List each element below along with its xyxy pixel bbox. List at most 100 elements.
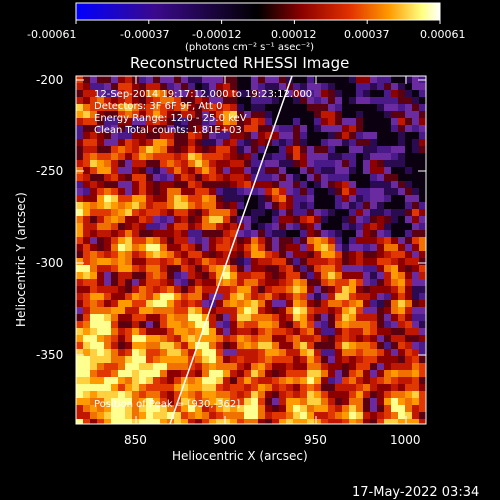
heatmap-cell (370, 258, 377, 265)
heatmap-cell (342, 132, 349, 139)
heatmap-cell (202, 314, 209, 321)
heatmap-cell (174, 160, 181, 167)
heatmap-cell (216, 132, 223, 139)
heatmap-cell (244, 237, 251, 244)
heatmap-cell (111, 398, 118, 405)
heatmap-cell (279, 342, 286, 349)
heatmap-cell (265, 195, 272, 202)
heatmap-cell (237, 293, 244, 300)
heatmap-cell (279, 111, 286, 118)
heatmap-cell (202, 202, 209, 209)
heatmap-cell (412, 209, 419, 216)
heatmap-cell (356, 104, 363, 111)
y-tick-label: -250 (36, 164, 63, 178)
heatmap-cell (321, 377, 328, 384)
heatmap-cell (321, 293, 328, 300)
heatmap-cell (118, 258, 125, 265)
heatmap-cell (293, 370, 300, 377)
heatmap-cell (314, 76, 321, 83)
heatmap-cell (398, 223, 405, 230)
heatmap-cell (258, 300, 265, 307)
heatmap-cell (321, 83, 328, 90)
heatmap-cell (412, 118, 419, 125)
heatmap-cell (265, 76, 272, 83)
heatmap-cell (300, 391, 307, 398)
heatmap-cell (412, 265, 419, 272)
heatmap-cell (167, 209, 174, 216)
heatmap-cell (398, 391, 405, 398)
heatmap-cell (293, 132, 300, 139)
heatmap-cell (216, 118, 223, 125)
heatmap-cell (300, 174, 307, 181)
heatmap-cell (356, 230, 363, 237)
heatmap-cell (111, 167, 118, 174)
heatmap-cell (356, 153, 363, 160)
heatmap-cell (356, 251, 363, 258)
heatmap-cell (279, 230, 286, 237)
heatmap-cell (258, 391, 265, 398)
heatmap-cell (251, 398, 258, 405)
heatmap-cell (279, 321, 286, 328)
heatmap-cell (188, 258, 195, 265)
heatmap-cell (160, 419, 167, 424)
heatmap-cell (356, 237, 363, 244)
heatmap-cell (237, 118, 244, 125)
heatmap-cell (293, 384, 300, 391)
heatmap-cell (76, 223, 83, 230)
heatmap-cell (132, 258, 139, 265)
heatmap-cell (328, 321, 335, 328)
heatmap-cell (300, 97, 307, 104)
heatmap-cell (356, 125, 363, 132)
heatmap-cell (97, 419, 104, 424)
heatmap-cell (412, 132, 419, 139)
heatmap-cell (237, 244, 244, 251)
heatmap-cell (76, 412, 83, 419)
heatmap-cell (265, 202, 272, 209)
heatmap-cell (279, 412, 286, 419)
heatmap-cell (244, 342, 251, 349)
heatmap-cell (405, 104, 412, 111)
heatmap-cell (363, 321, 370, 328)
heatmap-cell (83, 237, 90, 244)
heatmap-cell (97, 188, 104, 195)
heatmap-cell (146, 118, 153, 125)
heatmap-cell (195, 412, 202, 419)
heatmap-cell (405, 244, 412, 251)
heatmap-cell (419, 125, 426, 132)
heatmap-cell (195, 153, 202, 160)
heatmap-cell (181, 356, 188, 363)
heatmap-cell (251, 146, 258, 153)
heatmap-cell (370, 230, 377, 237)
heatmap-cell (286, 118, 293, 125)
heatmap-cell (377, 321, 384, 328)
heatmap-cell (132, 314, 139, 321)
heatmap-cell (356, 139, 363, 146)
heatmap-cell (412, 258, 419, 265)
heatmap-cell (132, 90, 139, 97)
heatmap-cell (188, 342, 195, 349)
heatmap-cell (209, 321, 216, 328)
heatmap-cell (195, 104, 202, 111)
heatmap-cell (146, 216, 153, 223)
heatmap-cell (125, 223, 132, 230)
heatmap-cell (223, 300, 230, 307)
heatmap-cell (405, 279, 412, 286)
heatmap-cell (174, 349, 181, 356)
heatmap-cell (223, 398, 230, 405)
heatmap-cell (307, 237, 314, 244)
heatmap-cell (398, 307, 405, 314)
heatmap-cell (258, 125, 265, 132)
heatmap-cell (76, 209, 83, 216)
heatmap-cell (139, 209, 146, 216)
heatmap-cell (251, 314, 258, 321)
heatmap-cell (195, 335, 202, 342)
heatmap-cell (167, 398, 174, 405)
heatmap-cell (356, 195, 363, 202)
heatmap-cell (223, 251, 230, 258)
heatmap-cell (265, 83, 272, 90)
heatmap-cell (83, 279, 90, 286)
heatmap-cell (97, 307, 104, 314)
heatmap-cell (363, 167, 370, 174)
heatmap-cell (286, 237, 293, 244)
heatmap-cell (258, 377, 265, 384)
